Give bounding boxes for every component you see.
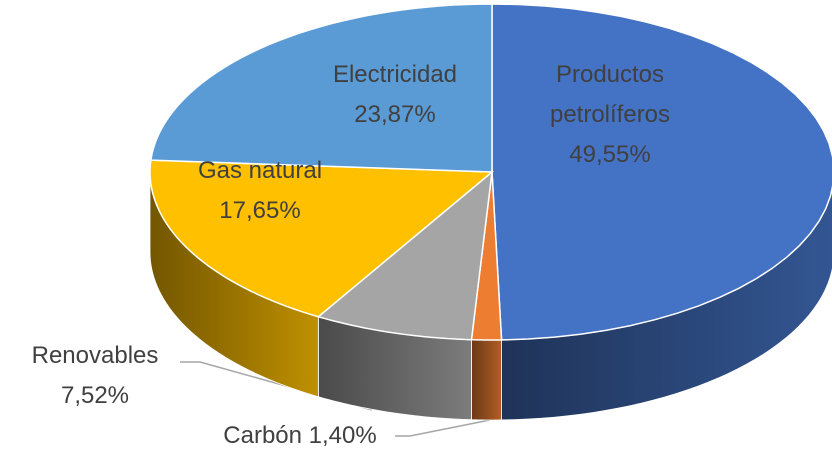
category-name: Carbón xyxy=(223,422,302,449)
pie-sides xyxy=(149,171,832,421)
value-label: 23,87% xyxy=(354,101,436,128)
category-name: Productos petrolíferos xyxy=(549,61,671,128)
pie-slice xyxy=(149,3,493,173)
pie-slice xyxy=(149,159,494,318)
pie-slice xyxy=(470,171,503,341)
pie-slice xyxy=(316,170,493,341)
data-label: Gas natural 17,65% xyxy=(150,151,370,231)
data-label: Renovables 7,52% xyxy=(0,336,195,416)
value-label: 7,52% xyxy=(60,382,130,409)
pie-tops xyxy=(149,3,832,341)
category-name: Gas natural xyxy=(197,157,323,184)
value-label: 49,55% xyxy=(569,141,651,168)
data-label: Productos petrolíferos 49,55% xyxy=(515,55,705,175)
leader-line xyxy=(395,419,491,437)
category-name: Renovables xyxy=(31,342,159,369)
pie-slice xyxy=(491,3,832,341)
data-label: Electricidad 23,87% xyxy=(285,55,505,135)
value-label: 17,65% xyxy=(219,197,301,224)
value-label: 1,40% xyxy=(308,422,377,449)
data-label: Carbón 1,40% xyxy=(170,416,430,450)
category-name: Electricidad xyxy=(332,61,458,88)
pie-side xyxy=(471,339,502,421)
